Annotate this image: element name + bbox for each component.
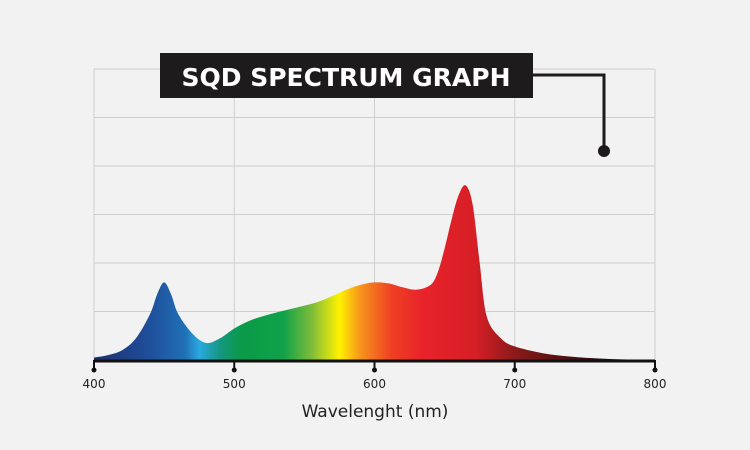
x-tick-dot bbox=[372, 367, 377, 373]
x-tick-dot bbox=[652, 367, 658, 373]
x-tick-dot bbox=[231, 367, 237, 373]
x-tick-label: 400 bbox=[83, 377, 106, 391]
x-axis: 400 500 600 700 800 bbox=[83, 359, 667, 391]
x-tick-dot bbox=[512, 367, 518, 373]
callout-line bbox=[533, 73, 606, 150]
x-tick-label: 600 bbox=[363, 377, 386, 391]
callout-dot bbox=[598, 145, 610, 157]
x-tick-dot bbox=[91, 367, 97, 373]
title-callout: SQD SPECTRUM GRAPH bbox=[160, 53, 610, 157]
spectrum-area bbox=[94, 185, 655, 360]
x-tick-label: 800 bbox=[644, 377, 667, 391]
x-tick-label: 500 bbox=[223, 377, 246, 391]
x-tick-label: 700 bbox=[503, 377, 526, 391]
chart-title: SQD SPECTRUM GRAPH bbox=[181, 63, 510, 92]
x-axis-label: Wavelenght (nm) bbox=[302, 402, 449, 422]
title-box bbox=[160, 53, 533, 98]
